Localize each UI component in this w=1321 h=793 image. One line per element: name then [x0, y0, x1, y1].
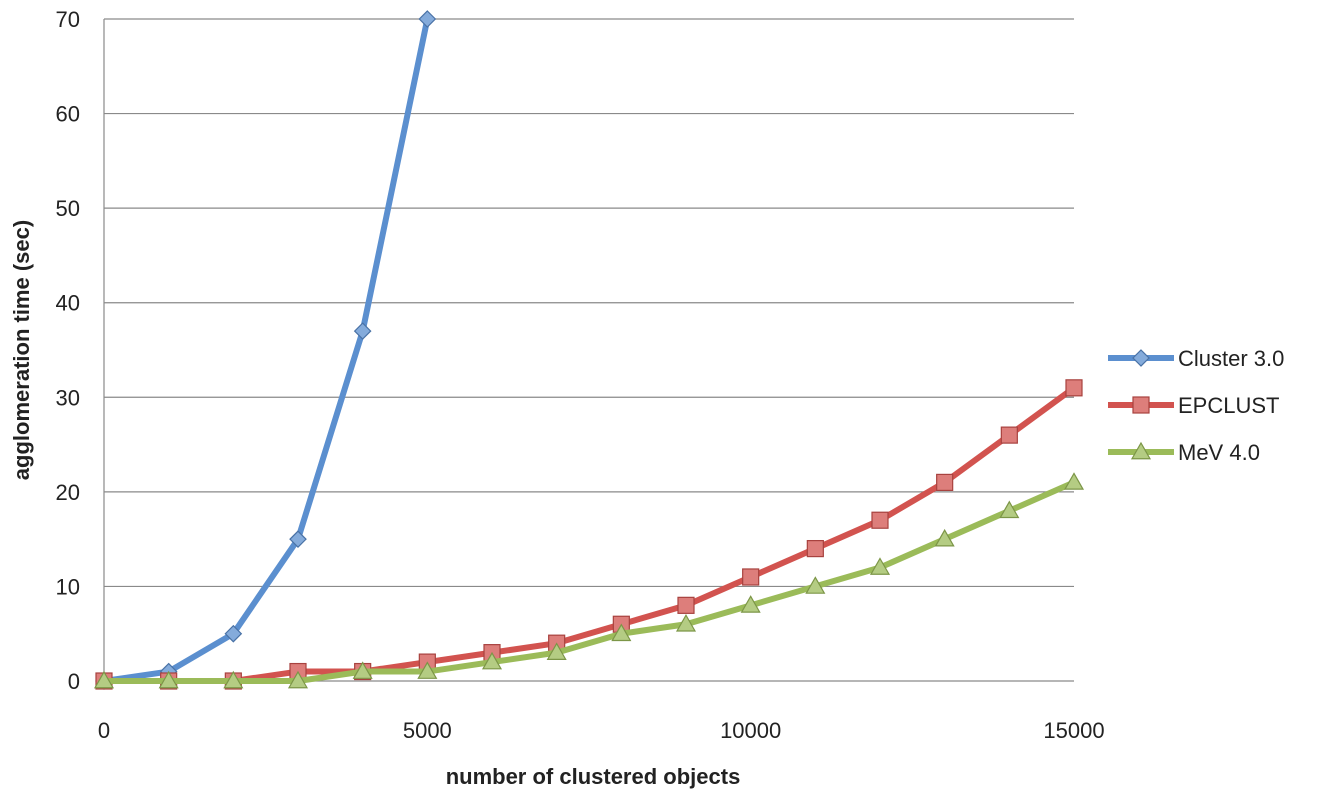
data-point [224, 624, 243, 643]
y-tick-label: 30 [56, 385, 80, 410]
series-line [101, 479, 1077, 684]
series-line [101, 16, 431, 684]
series-cluster-3-0 [95, 10, 437, 690]
data-point [289, 530, 307, 548]
y-tick-label: 10 [56, 574, 80, 599]
data-point [418, 10, 437, 28]
legend-label: Cluster 3.0 [1178, 346, 1284, 371]
data-point [1063, 472, 1085, 490]
data-point [936, 473, 954, 491]
gridlines [104, 18, 1074, 682]
data-point [353, 322, 372, 340]
legend-label: MeV 4.0 [1178, 440, 1260, 465]
y-tick-label: 60 [56, 102, 80, 127]
data-point [934, 528, 955, 547]
data-point [871, 511, 889, 529]
data-point [223, 670, 244, 689]
legend-marker [1130, 441, 1152, 460]
data-point [742, 568, 760, 586]
x-tick-label: 5000 [403, 718, 452, 743]
data-point [417, 661, 438, 679]
data-point [158, 670, 179, 689]
y-axis-ticks: 0 10 20 30 40 50 60 70 [56, 7, 80, 694]
legend-item: EPCLUST [1108, 393, 1279, 418]
y-tick-label: 0 [68, 669, 80, 694]
data-point [287, 670, 309, 689]
data-point [546, 642, 567, 660]
data-point [352, 661, 373, 679]
data-point [805, 576, 826, 594]
data-point [677, 596, 695, 614]
data-point [806, 539, 824, 558]
x-tick-label: 10000 [720, 718, 781, 743]
x-tick-label: 0 [98, 718, 110, 743]
series-mev-4-0 [93, 472, 1085, 689]
legend-label: EPCLUST [1178, 393, 1279, 418]
series-line [101, 384, 1077, 684]
legend-item: MeV 4.0 [1108, 440, 1260, 465]
data-point [93, 670, 115, 689]
x-axis-ticks: 0 5000 10000 15000 [98, 718, 1105, 743]
x-axis-title: number of clustered objects [446, 764, 741, 789]
y-tick-label: 70 [56, 7, 80, 32]
y-axis-title: agglomeration time (sec) [9, 220, 34, 480]
y-tick-label: 40 [56, 291, 80, 316]
legend-marker [1132, 349, 1150, 367]
data-point [481, 651, 503, 670]
legend-marker [1132, 396, 1150, 414]
y-tick-label: 20 [56, 480, 80, 505]
data-point [740, 595, 761, 613]
legend-item: Cluster 3.0 [1108, 346, 1284, 371]
data-point [675, 614, 697, 632]
data-point [1000, 426, 1018, 444]
data-point [869, 557, 891, 575]
y-tick-label: 50 [56, 196, 80, 221]
data-point [611, 623, 632, 642]
data-point [1065, 379, 1083, 397]
x-tick-label: 15000 [1043, 718, 1104, 743]
plot-area [93, 10, 1085, 690]
data-point [999, 500, 1020, 519]
legend: Cluster 3.0 EPCLUST MeV 4.0 [1108, 346, 1284, 465]
